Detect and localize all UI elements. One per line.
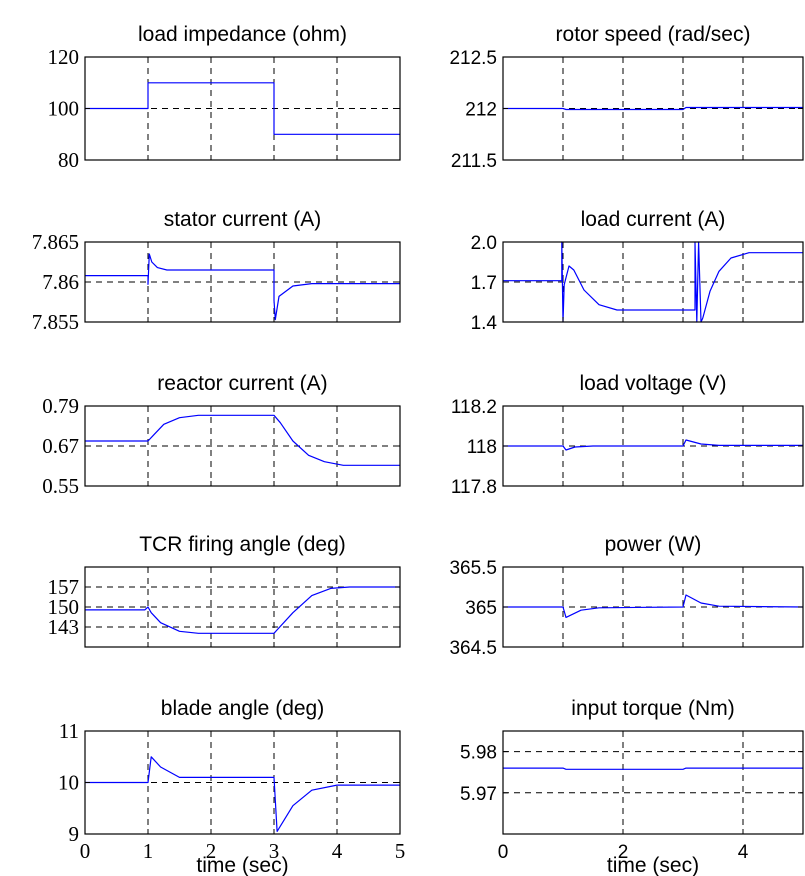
x-tick-label: 2 bbox=[618, 842, 629, 863]
y-tick-label: 118 bbox=[467, 437, 497, 458]
series-line bbox=[503, 767, 803, 770]
series-line bbox=[503, 594, 804, 618]
x-tick-label: 3 bbox=[269, 839, 280, 863]
series-line bbox=[85, 586, 400, 634]
y-tick-label: 5.97 bbox=[460, 784, 497, 805]
chart-title: blade angle (deg) bbox=[161, 697, 324, 720]
y-tick-label: 1.7 bbox=[471, 273, 497, 294]
x-axis-label: time (sec) bbox=[607, 854, 699, 876]
y-tick-label: 0.55 bbox=[42, 474, 79, 498]
y-tick-label: 5.98 bbox=[460, 743, 497, 764]
chart-title: rotor speed (rad/sec) bbox=[556, 23, 751, 46]
chart-title: input torque (Nm) bbox=[571, 697, 734, 720]
y-tick-label: 157 bbox=[48, 575, 80, 599]
x-tick-label: 5 bbox=[395, 839, 406, 863]
chart-title: load current (A) bbox=[581, 208, 726, 231]
axes-frame bbox=[502, 730, 804, 835]
series-line bbox=[85, 82, 400, 135]
y-tick-label: 7.86 bbox=[42, 270, 79, 294]
y-tick-label: 9 bbox=[69, 822, 80, 846]
series-line bbox=[85, 756, 400, 832]
y-tick-label: 143 bbox=[48, 615, 80, 639]
y-tick-label: 11 bbox=[59, 719, 79, 743]
y-tick-label: 7.855 bbox=[32, 310, 79, 334]
y-tick-label: 0.67 bbox=[42, 434, 79, 458]
x-tick-label: 2 bbox=[206, 839, 217, 863]
plot-area bbox=[503, 731, 803, 834]
x-tick-label: 1 bbox=[143, 839, 154, 863]
series-line bbox=[503, 106, 803, 111]
subplot-load-impedance: 80 100 120 load impedance (ohm) bbox=[48, 23, 401, 172]
y-tick-label: 80 bbox=[58, 148, 79, 172]
y-tick-label: 365 bbox=[465, 598, 497, 619]
chart-title: reactor current (A) bbox=[157, 372, 327, 395]
subplot-load-current: 1.4 1.7 2.0 load current (A) bbox=[471, 208, 804, 334]
y-tick-label: 117.8 bbox=[451, 477, 497, 498]
series-line bbox=[503, 241, 803, 323]
y-tick-label: 365.5 bbox=[449, 558, 497, 579]
subplot-reactor-current: 0.55 0.67 0.79 reactor current (A) bbox=[42, 372, 401, 498]
x-tick-label: 4 bbox=[738, 842, 749, 863]
y-tick-label: 211.5 bbox=[451, 151, 497, 172]
subplot-stator-current: 7.855 7.86 7.865 stator current (A) bbox=[32, 208, 401, 334]
y-tick-label: 120 bbox=[48, 45, 80, 69]
y-tick-label: 1.4 bbox=[471, 313, 498, 334]
y-tick-label: 118.2 bbox=[451, 397, 497, 418]
subplot-power: 364.5 365 365.5 power (W) bbox=[449, 533, 804, 659]
y-tick-label: 364.5 bbox=[449, 638, 497, 659]
chart-title: load impedance (ohm) bbox=[138, 23, 347, 46]
x-tick-label: 4 bbox=[332, 839, 343, 863]
y-tick-label: 7.865 bbox=[32, 230, 79, 254]
y-tick-label: 0.79 bbox=[42, 394, 79, 418]
y-tick-label: 2.0 bbox=[471, 233, 497, 254]
chart-title: TCR firing angle (deg) bbox=[139, 533, 346, 556]
series-line bbox=[85, 414, 400, 466]
y-tick-label: 212 bbox=[465, 100, 497, 121]
y-tick-label: 150 bbox=[48, 595, 80, 619]
y-tick-label: 10 bbox=[58, 771, 79, 795]
subplot-input-torque: 5.97 5.98 0 2 4 time (sec) input torque (Nm) bbox=[460, 697, 804, 876]
subplot-blade-angle: 9 10 11 0 1 2 3 4 5 time (sec) blade angle (deg) bbox=[58, 697, 405, 876]
x-axis-label: time (sec) bbox=[196, 854, 288, 876]
series-line bbox=[503, 439, 803, 451]
x-tick-label: 0 bbox=[498, 842, 509, 863]
x-tick-label: 0 bbox=[80, 839, 91, 863]
subplot-rotor-speed: 211.5 212 212.5 rotor speed (rad/sec) bbox=[449, 23, 804, 172]
y-tick-label: 100 bbox=[48, 97, 80, 121]
subplot-load-voltage: 117.8 118 118.2 load voltage (V) bbox=[451, 372, 804, 498]
y-tick-label: 212.5 bbox=[449, 48, 497, 69]
series-line bbox=[85, 253, 400, 321]
chart-title: load voltage (V) bbox=[579, 372, 726, 395]
chart-title: stator current (A) bbox=[164, 208, 322, 231]
chart-title: power (W) bbox=[605, 533, 702, 556]
